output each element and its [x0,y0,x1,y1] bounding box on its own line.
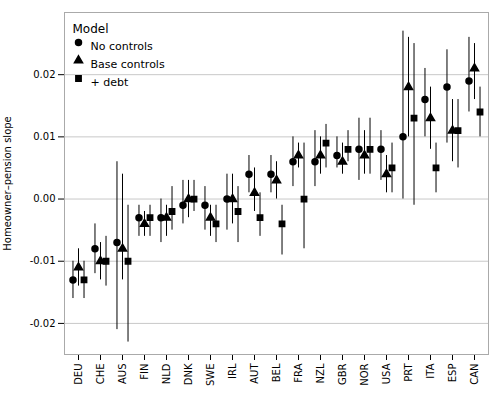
svg-text:PRT: PRT [403,363,414,382]
svg-text:+ debt: + debt [91,76,129,89]
svg-text:AUS: AUS [117,364,128,385]
svg-text:IRL: IRL [227,363,238,379]
svg-text:ITA: ITA [425,363,436,378]
svg-text:FIN: FIN [139,364,150,380]
svg-text:0.01: 0.01 [33,131,55,142]
svg-text:SWE: SWE [205,364,216,387]
svg-text:CAN: CAN [469,364,480,385]
svg-text:No controls: No controls [91,40,154,53]
svg-text:NLD: NLD [161,363,172,384]
svg-text:NOR: NOR [359,363,370,385]
svg-text:Model: Model [73,22,109,36]
svg-text:Base controls: Base controls [91,58,165,71]
svg-text:DNK: DNK [183,363,194,385]
svg-text:USA: USA [381,363,392,384]
svg-text:-0.02: -0.02 [30,318,56,329]
svg-text:CHE: CHE [95,364,106,385]
svg-text:AUT: AUT [249,363,260,384]
svg-text:-0.01: -0.01 [30,255,56,266]
svg-text:GBR: GBR [337,363,348,385]
svg-text:NZL: NZL [315,363,326,383]
svg-text:Homeowner–pension slope: Homeowner–pension slope [2,116,13,251]
svg-text:DEU: DEU [73,364,84,385]
svg-text:0.02: 0.02 [33,69,55,80]
svg-text:FRA: FRA [293,363,304,382]
svg-text:ESP: ESP [447,364,458,383]
svg-text:BEL: BEL [271,363,282,382]
svg-text:0.00: 0.00 [33,193,55,204]
